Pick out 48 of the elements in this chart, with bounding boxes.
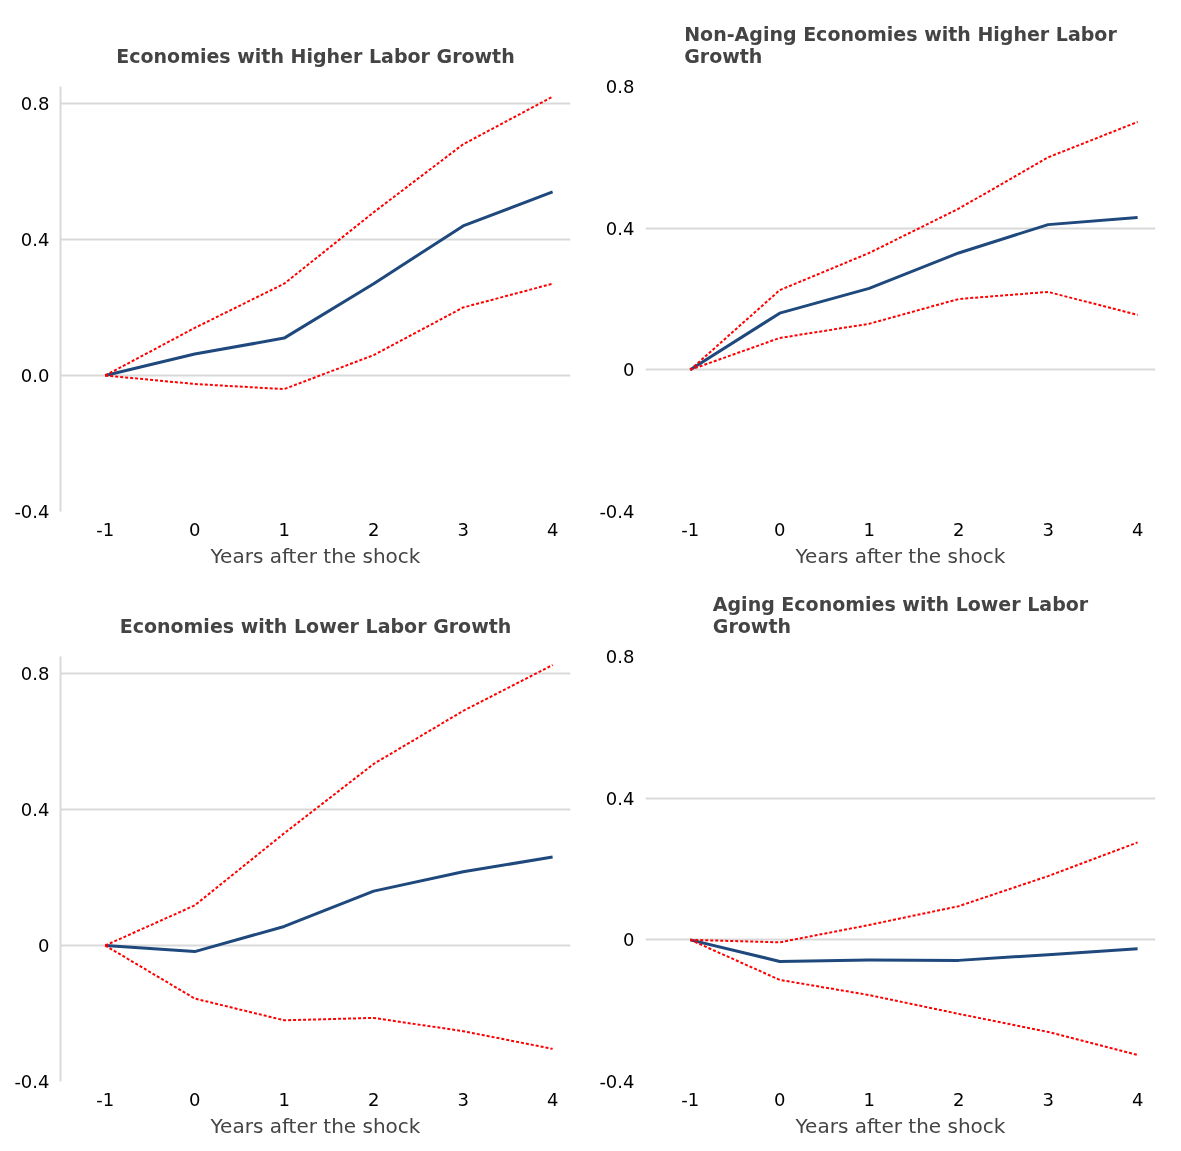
x-tick-label: 3: [457, 1088, 469, 1110]
y-tick-label: 0.4: [20, 799, 50, 820]
y-tick-label: -0.4: [14, 1071, 50, 1092]
y-tick-label: 0.0: [20, 365, 50, 386]
x-tick-label: 0: [773, 518, 786, 540]
x-tick-label: 3: [1042, 1088, 1054, 1110]
x-tick-label: 2: [367, 1088, 380, 1110]
x-tick-label: 4: [546, 1088, 559, 1110]
y-tick-label: -0.4: [599, 501, 635, 522]
y-tick-label: 0: [38, 935, 50, 956]
x-tick-label: 4: [1131, 1088, 1144, 1110]
x-axis-title: Years after the shock: [794, 1113, 1006, 1138]
x-tick-label: 2: [952, 1088, 965, 1110]
chart-title: Economies with Higher Labor Growth: [116, 44, 515, 67]
y-tick-label: 0.8: [605, 646, 635, 667]
x-tick-label: 2: [952, 518, 965, 540]
y-tick-label: -0.4: [14, 501, 50, 522]
x-tick-label: 1: [863, 518, 875, 540]
x-tick-label: 3: [1042, 518, 1054, 540]
x-tick-label: 0: [188, 518, 201, 540]
y-tick-label: 0: [623, 929, 635, 951]
x-axis-title: Years after the shock: [209, 1113, 421, 1138]
x-axis-title: Years after the shock: [209, 543, 421, 568]
chart-title: Aging Economies with Lower Labor Growth: [712, 592, 1089, 637]
x-tick-label: 1: [278, 1088, 290, 1110]
x-tick-label: 4: [546, 518, 559, 540]
x-tick-label: -1: [681, 1088, 700, 1110]
y-tick-label: 0.8: [605, 76, 635, 97]
y-tick-label: 0.8: [20, 663, 50, 684]
x-tick-label: 4: [1131, 518, 1144, 540]
chart-title: Non-Aging Economies with Higher Labor Growth: [684, 22, 1118, 67]
y-tick-label: 0.8: [20, 93, 50, 114]
x-tick-label: -1: [96, 518, 115, 540]
x-tick-label: 3: [457, 518, 469, 540]
x-tick-label: 1: [863, 1088, 875, 1110]
y-tick-label: 0.4: [20, 229, 50, 250]
chart-title: Economies with Lower Labor Growth: [119, 614, 512, 637]
y-tick-label: 0: [623, 359, 635, 381]
x-tick-label: 0: [188, 1088, 201, 1110]
x-tick-label: 1: [278, 518, 290, 540]
y-tick-label: -0.4: [599, 1071, 635, 1092]
x-tick-label: -1: [96, 1088, 115, 1110]
x-axis-title: Years after the shock: [794, 543, 1006, 568]
x-tick-label: 0: [773, 1088, 786, 1110]
y-tick-label: 0.4: [605, 217, 635, 239]
x-tick-label: 2: [367, 518, 380, 540]
y-tick-label: 0.4: [605, 787, 635, 809]
x-tick-label: -1: [681, 518, 700, 540]
